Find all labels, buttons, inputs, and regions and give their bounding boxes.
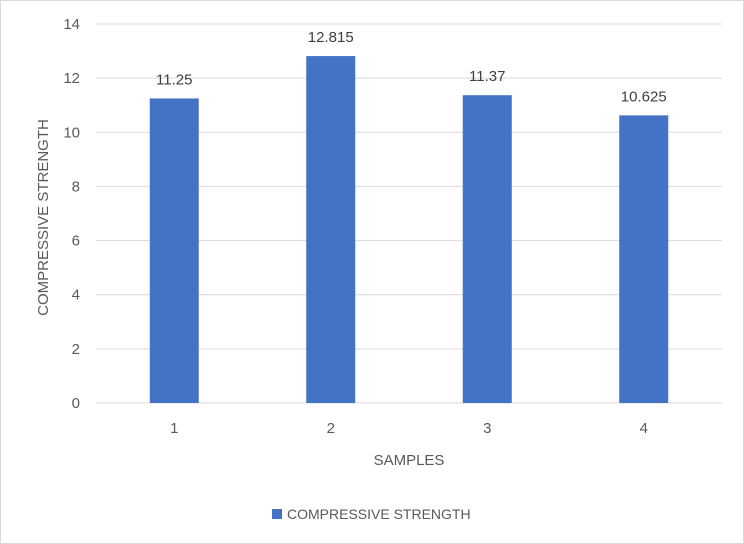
x-tick-label: 3 — [483, 420, 491, 437]
legend-swatch — [272, 509, 282, 519]
legend: COMPRESSIVE STRENGTH — [272, 506, 471, 522]
y-tick-label: 10 — [63, 124, 80, 141]
data-label: 11.25 — [156, 71, 192, 88]
x-axis-title: SAMPLES — [374, 452, 445, 469]
x-tick-label: 1 — [170, 420, 178, 437]
bars — [149, 56, 669, 404]
gridlines — [96, 23, 722, 350]
y-tick-label: 0 — [72, 395, 80, 412]
y-axis-title: COMPRESSIVE STRENGTH — [35, 119, 52, 316]
bar — [306, 56, 356, 403]
bar — [462, 95, 512, 403]
y-tick-label: 8 — [72, 178, 80, 195]
y-tick-label: 12 — [63, 70, 80, 87]
y-axis-ticks: 0 2 4 6 8 10 12 14 — [63, 16, 80, 412]
y-tick-label: 4 — [72, 287, 80, 304]
x-axis-ticks: 1 2 3 4 — [170, 420, 648, 437]
bar — [149, 98, 199, 404]
bar — [619, 115, 669, 403]
y-tick-label: 2 — [72, 341, 80, 358]
data-labels: 11.25 12.815 11.37 10.625 — [156, 29, 667, 105]
x-tick-label: 4 — [640, 420, 648, 437]
x-tick-label: 2 — [327, 420, 335, 437]
data-label: 11.37 — [469, 68, 505, 85]
data-label: 12.815 — [308, 29, 354, 46]
y-tick-label: 14 — [63, 16, 80, 33]
y-tick-label: 6 — [72, 233, 80, 250]
legend-label: COMPRESSIVE STRENGTH — [287, 506, 471, 522]
data-label: 10.625 — [621, 88, 667, 105]
